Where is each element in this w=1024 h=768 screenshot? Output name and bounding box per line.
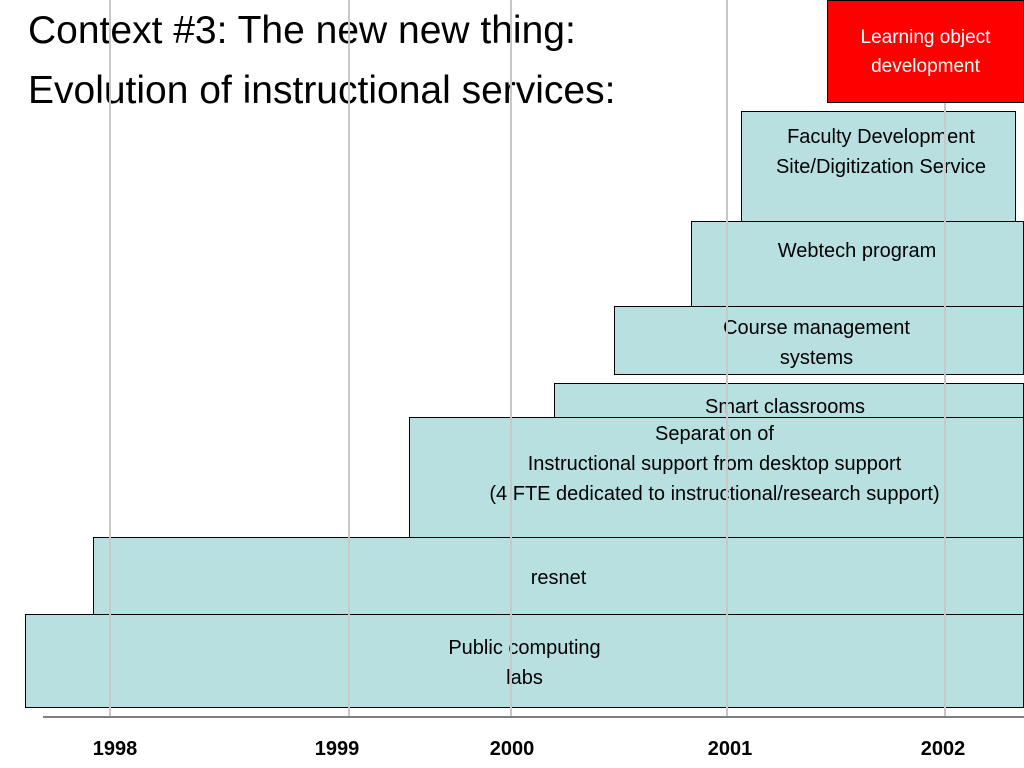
gridline-2002 [944, 0, 946, 717]
bar-label-separation-of-support: Separation of Instructional support from… [489, 423, 940, 505]
gridline-1998 [109, 0, 111, 717]
bar-label-resnet: resnet [530, 567, 587, 589]
bar-label-smart-classrooms: Smart classrooms [704, 396, 866, 418]
gridline-1999 [348, 0, 350, 717]
year-label-1999: 1999 [314, 738, 360, 760]
gridline-2000 [510, 0, 512, 717]
bar-public-computing-labs: Public computing labs [25, 614, 1024, 708]
year-label-2002: 2002 [920, 738, 966, 760]
bar-faculty-development: Faculty Development Site/Digitization Se… [741, 111, 1016, 222]
bar-label-learning-object-development: Learning object development [860, 27, 991, 77]
bar-course-management: Course management systems [614, 306, 1024, 375]
bar-label-public-computing-labs: Public computing labs [448, 637, 601, 689]
bar-label-webtech-program: Webtech program [777, 240, 937, 262]
bar-label-course-management: Course management systems [723, 317, 910, 369]
bar-label-faculty-development: Faculty Development Site/Digitization Se… [775, 126, 987, 178]
slide-title-line-2: Evolution of instructional services: [28, 69, 616, 112]
bar-learning-object-development: Learning object development [827, 0, 1024, 103]
gridline-2001 [726, 0, 728, 717]
year-label-2001: 2001 [707, 738, 753, 760]
bar-resnet: resnet [93, 537, 1024, 615]
bar-separation-of-support: Separation of Instructional support from… [409, 417, 1024, 538]
year-label-1998: 1998 [92, 738, 138, 760]
slide-title-line-1: Context #3: The new new thing: [28, 9, 576, 52]
timeline-axis [43, 716, 1024, 718]
year-label-2000: 2000 [489, 738, 535, 760]
bar-webtech-program: Webtech program [691, 221, 1024, 307]
